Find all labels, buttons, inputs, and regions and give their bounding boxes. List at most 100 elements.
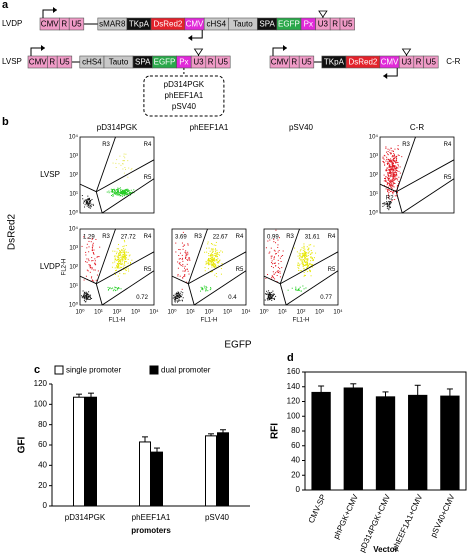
event-dot [309,271,311,273]
percentage: 22.67 [213,235,229,241]
y-tick-label: 0 [43,501,48,510]
flow-plot: R3 R4 R5 1.29 27.72 0.72 [79,228,155,306]
event-dot [114,257,116,259]
event-dot [212,259,214,261]
event-dot [396,185,398,187]
event-dot [395,172,397,174]
event-dot [184,265,186,267]
event-dot [82,198,84,200]
event-dot [391,163,393,165]
event-dot [304,258,306,260]
event-dot [118,163,120,165]
event-dot [395,168,397,170]
event-dot [386,204,388,206]
event-dot [87,198,89,200]
event-dot [203,285,205,287]
event-dot [273,241,275,243]
event-dot [305,270,307,272]
event-dot [89,264,91,266]
event-dot [130,262,132,264]
event-dot [389,201,391,203]
legend-swatch [54,365,64,375]
event-dot [397,148,399,150]
event-dot [392,156,394,158]
event-dot [121,249,123,251]
x-tick-label: pSV40+CMV [429,492,457,539]
event-dot [271,299,273,301]
event-dot [385,181,387,183]
promoter-box [143,75,225,117]
event-dot [208,257,210,259]
event-dot [215,264,217,266]
event-dot [120,253,122,255]
event-dot [186,268,188,270]
event-dot [206,262,208,264]
event-dot [184,270,186,272]
event-dot [212,260,214,262]
event-dot [204,287,206,289]
event-dot [89,198,91,200]
event-dot [391,172,393,174]
event-dot [393,154,395,156]
event-dot [117,191,119,193]
element-label: Px [304,20,313,29]
event-dot [89,295,91,297]
event-dot [172,297,174,299]
event-dot [91,280,93,282]
event-dot [383,162,385,164]
event-dot [210,243,212,245]
event-dot [123,193,125,195]
event-dot [122,160,124,162]
event-dot [116,267,118,269]
event-dot [387,163,389,165]
event-dot [268,252,270,254]
event-dot [278,237,280,239]
event-dot [303,260,305,262]
event-dot [189,258,191,260]
event-dot [84,295,86,297]
event-dot [177,261,179,263]
x-tick-label: phEEF1A1+CMV [390,492,424,552]
event-dot [117,191,119,193]
event-dot [118,193,120,195]
event-dot [392,172,394,174]
event-dot [298,264,300,266]
event-dot [220,250,222,252]
event-dot [311,259,313,261]
event-dot [116,248,118,250]
region-label: R4 [144,142,152,148]
event-dot [124,256,126,258]
event-dot [389,169,391,171]
event-dot [394,148,396,150]
event-dot [385,147,387,149]
event-dot [389,152,391,154]
event-dot [387,195,389,197]
event-dot [389,205,391,207]
event-dot [212,250,214,252]
event-dot [178,292,180,294]
promoter-arrow [272,47,287,56]
event-dot [309,253,311,255]
event-dot [387,160,389,162]
region-label: R5 [444,175,452,181]
event-dot [388,189,390,191]
element-label: SPA [259,20,275,29]
event-dot [87,204,89,206]
event-dot [123,248,125,250]
event-dot [398,170,400,172]
event-dot [129,192,131,194]
event-dot [267,240,269,242]
event-dot [114,290,116,292]
event-dot [388,197,390,199]
element-label: DsRed2 [153,20,182,29]
event-dot [185,253,187,255]
event-dot [391,167,393,169]
event-dot [397,162,399,164]
event-dot [114,190,116,192]
bar [440,395,460,490]
event-dot [210,256,212,258]
element-label: CMV [29,58,47,67]
event-dot [123,259,125,261]
event-dot [128,270,130,272]
event-dot [185,252,187,254]
